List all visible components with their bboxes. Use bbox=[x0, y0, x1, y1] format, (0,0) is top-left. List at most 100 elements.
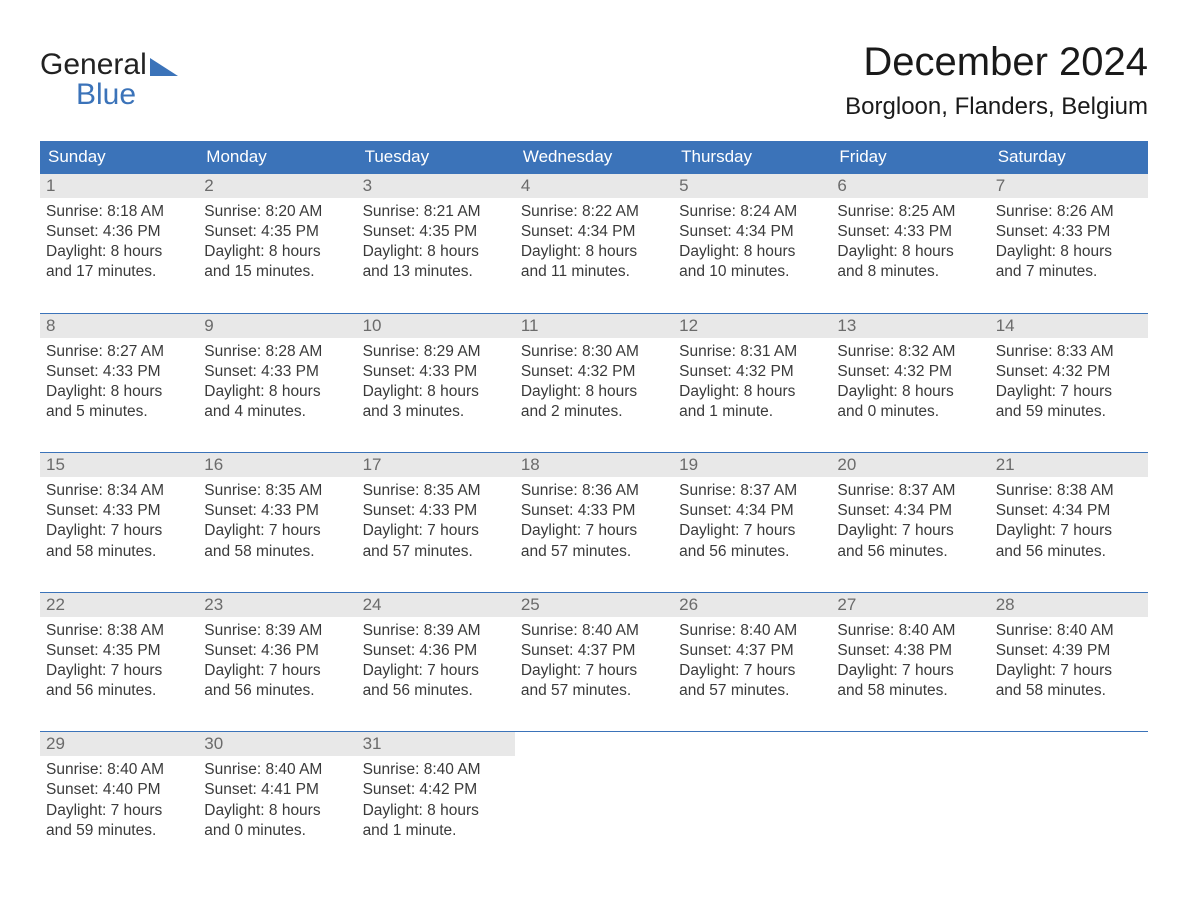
sunrise-text: Sunrise: 8:18 AM bbox=[46, 202, 192, 222]
day-cell: 13Sunrise: 8:32 AMSunset: 4:32 PMDayligh… bbox=[831, 314, 989, 429]
day-cell bbox=[990, 732, 1148, 847]
day-number: 11 bbox=[515, 314, 673, 338]
sunset-text: Sunset: 4:33 PM bbox=[837, 222, 983, 242]
daylight-text: Daylight: 7 hours and 58 minutes. bbox=[46, 521, 192, 561]
sunset-text: Sunset: 4:33 PM bbox=[521, 501, 667, 521]
week-row: 1Sunrise: 8:18 AMSunset: 4:36 PMDaylight… bbox=[40, 173, 1148, 289]
sunrise-text: Sunrise: 8:25 AM bbox=[837, 202, 983, 222]
daylight-text: Daylight: 8 hours and 11 minutes. bbox=[521, 242, 667, 282]
sunrise-text: Sunrise: 8:20 AM bbox=[204, 202, 350, 222]
day-cell: 20Sunrise: 8:37 AMSunset: 4:34 PMDayligh… bbox=[831, 453, 989, 568]
sunrise-text: Sunrise: 8:39 AM bbox=[363, 621, 509, 641]
weekday-header: Saturday bbox=[990, 141, 1148, 173]
day-cell: 29Sunrise: 8:40 AMSunset: 4:40 PMDayligh… bbox=[40, 732, 198, 847]
daylight-text: Daylight: 7 hours and 57 minutes. bbox=[521, 521, 667, 561]
daylight-text: Daylight: 8 hours and 10 minutes. bbox=[679, 242, 825, 282]
day-body: Sunrise: 8:39 AMSunset: 4:36 PMDaylight:… bbox=[357, 617, 515, 708]
day-cell: 1Sunrise: 8:18 AMSunset: 4:36 PMDaylight… bbox=[40, 174, 198, 289]
day-number: 15 bbox=[40, 453, 198, 477]
header: General Blue December 2024 Borgloon, Fla… bbox=[40, 40, 1148, 121]
day-body: Sunrise: 8:34 AMSunset: 4:33 PMDaylight:… bbox=[40, 477, 198, 568]
sunrise-text: Sunrise: 8:36 AM bbox=[521, 481, 667, 501]
sunset-text: Sunset: 4:32 PM bbox=[996, 362, 1142, 382]
day-body: Sunrise: 8:40 AMSunset: 4:41 PMDaylight:… bbox=[198, 756, 356, 847]
day-cell: 15Sunrise: 8:34 AMSunset: 4:33 PMDayligh… bbox=[40, 453, 198, 568]
weekday-header: Sunday bbox=[40, 141, 198, 173]
day-cell: 5Sunrise: 8:24 AMSunset: 4:34 PMDaylight… bbox=[673, 174, 831, 289]
title-block: December 2024 Borgloon, Flanders, Belgiu… bbox=[845, 40, 1148, 121]
day-body: Sunrise: 8:37 AMSunset: 4:34 PMDaylight:… bbox=[831, 477, 989, 568]
day-number: 4 bbox=[515, 174, 673, 198]
weeks-container: 1Sunrise: 8:18 AMSunset: 4:36 PMDaylight… bbox=[40, 173, 1148, 847]
day-number: 30 bbox=[198, 732, 356, 756]
location-text: Borgloon, Flanders, Belgium bbox=[845, 93, 1148, 121]
day-cell: 28Sunrise: 8:40 AMSunset: 4:39 PMDayligh… bbox=[990, 593, 1148, 708]
sunrise-text: Sunrise: 8:31 AM bbox=[679, 342, 825, 362]
day-number: 10 bbox=[357, 314, 515, 338]
daylight-text: Daylight: 8 hours and 0 minutes. bbox=[837, 382, 983, 422]
sunset-text: Sunset: 4:34 PM bbox=[679, 222, 825, 242]
day-body: Sunrise: 8:22 AMSunset: 4:34 PMDaylight:… bbox=[515, 198, 673, 289]
day-cell: 9Sunrise: 8:28 AMSunset: 4:33 PMDaylight… bbox=[198, 314, 356, 429]
day-body: Sunrise: 8:40 AMSunset: 4:42 PMDaylight:… bbox=[357, 756, 515, 847]
day-number: 9 bbox=[198, 314, 356, 338]
sunset-text: Sunset: 4:41 PM bbox=[204, 780, 350, 800]
day-cell bbox=[673, 732, 831, 847]
sunset-text: Sunset: 4:33 PM bbox=[46, 501, 192, 521]
day-number: 21 bbox=[990, 453, 1148, 477]
weekday-header: Thursday bbox=[673, 141, 831, 173]
sunrise-text: Sunrise: 8:22 AM bbox=[521, 202, 667, 222]
daylight-text: Daylight: 8 hours and 1 minute. bbox=[363, 801, 509, 841]
sunset-text: Sunset: 4:33 PM bbox=[46, 362, 192, 382]
day-cell: 22Sunrise: 8:38 AMSunset: 4:35 PMDayligh… bbox=[40, 593, 198, 708]
daylight-text: Daylight: 8 hours and 3 minutes. bbox=[363, 382, 509, 422]
sunrise-text: Sunrise: 8:33 AM bbox=[996, 342, 1142, 362]
day-number: 24 bbox=[357, 593, 515, 617]
sunset-text: Sunset: 4:36 PM bbox=[363, 641, 509, 661]
month-title: December 2024 bbox=[845, 40, 1148, 85]
day-body: Sunrise: 8:40 AMSunset: 4:40 PMDaylight:… bbox=[40, 756, 198, 847]
day-body: Sunrise: 8:39 AMSunset: 4:36 PMDaylight:… bbox=[198, 617, 356, 708]
brand-word-1: General bbox=[40, 50, 147, 80]
day-number: 29 bbox=[40, 732, 198, 756]
day-cell: 3Sunrise: 8:21 AMSunset: 4:35 PMDaylight… bbox=[357, 174, 515, 289]
sunset-text: Sunset: 4:33 PM bbox=[363, 501, 509, 521]
sunset-text: Sunset: 4:36 PM bbox=[46, 222, 192, 242]
daylight-text: Daylight: 8 hours and 1 minute. bbox=[679, 382, 825, 422]
day-number: 14 bbox=[990, 314, 1148, 338]
day-number: 2 bbox=[198, 174, 356, 198]
sunset-text: Sunset: 4:34 PM bbox=[679, 501, 825, 521]
daylight-text: Daylight: 8 hours and 7 minutes. bbox=[996, 242, 1142, 282]
day-body: Sunrise: 8:29 AMSunset: 4:33 PMDaylight:… bbox=[357, 338, 515, 429]
day-cell: 14Sunrise: 8:33 AMSunset: 4:32 PMDayligh… bbox=[990, 314, 1148, 429]
day-number: 31 bbox=[357, 732, 515, 756]
daylight-text: Daylight: 8 hours and 15 minutes. bbox=[204, 242, 350, 282]
day-cell: 2Sunrise: 8:20 AMSunset: 4:35 PMDaylight… bbox=[198, 174, 356, 289]
daylight-text: Daylight: 8 hours and 5 minutes. bbox=[46, 382, 192, 422]
day-cell: 7Sunrise: 8:26 AMSunset: 4:33 PMDaylight… bbox=[990, 174, 1148, 289]
day-body: Sunrise: 8:31 AMSunset: 4:32 PMDaylight:… bbox=[673, 338, 831, 429]
day-number: 28 bbox=[990, 593, 1148, 617]
day-cell: 19Sunrise: 8:37 AMSunset: 4:34 PMDayligh… bbox=[673, 453, 831, 568]
weekday-header: Monday bbox=[198, 141, 356, 173]
day-cell: 24Sunrise: 8:39 AMSunset: 4:36 PMDayligh… bbox=[357, 593, 515, 708]
weekday-header: Tuesday bbox=[357, 141, 515, 173]
sunrise-text: Sunrise: 8:34 AM bbox=[46, 481, 192, 501]
day-number: 22 bbox=[40, 593, 198, 617]
sunrise-text: Sunrise: 8:37 AM bbox=[837, 481, 983, 501]
day-number: 5 bbox=[673, 174, 831, 198]
daylight-text: Daylight: 7 hours and 58 minutes. bbox=[204, 521, 350, 561]
sunset-text: Sunset: 4:42 PM bbox=[363, 780, 509, 800]
daylight-text: Daylight: 7 hours and 57 minutes. bbox=[521, 661, 667, 701]
day-number: 23 bbox=[198, 593, 356, 617]
day-body: Sunrise: 8:30 AMSunset: 4:32 PMDaylight:… bbox=[515, 338, 673, 429]
sunrise-text: Sunrise: 8:32 AM bbox=[837, 342, 983, 362]
day-body: Sunrise: 8:38 AMSunset: 4:34 PMDaylight:… bbox=[990, 477, 1148, 568]
sunrise-text: Sunrise: 8:29 AM bbox=[363, 342, 509, 362]
sunrise-text: Sunrise: 8:40 AM bbox=[204, 760, 350, 780]
sunset-text: Sunset: 4:33 PM bbox=[204, 501, 350, 521]
day-body: Sunrise: 8:25 AMSunset: 4:33 PMDaylight:… bbox=[831, 198, 989, 289]
sunrise-text: Sunrise: 8:39 AM bbox=[204, 621, 350, 641]
sunrise-text: Sunrise: 8:40 AM bbox=[46, 760, 192, 780]
day-cell: 17Sunrise: 8:35 AMSunset: 4:33 PMDayligh… bbox=[357, 453, 515, 568]
